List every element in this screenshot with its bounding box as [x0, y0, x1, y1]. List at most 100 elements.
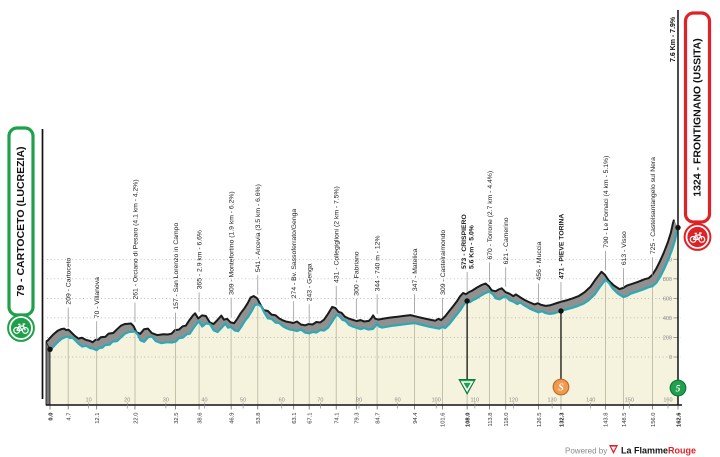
waypoint-label: 365 - 2.9 km - 6.6%	[196, 230, 203, 289]
finish-badge-ring	[685, 225, 710, 249]
waypoint-label: 309 - Castelraimondo	[440, 230, 447, 295]
waypoint-label: 157 - San Lorenzo in Campo	[173, 223, 180, 310]
x-tick-label: 160	[663, 398, 672, 404]
km-label: 108.0	[465, 413, 471, 428]
x-tick-label: 60	[279, 398, 285, 404]
waypoint-label: 344 - 740 m - 12%	[375, 235, 382, 291]
powered-by-text: Powered by	[565, 447, 607, 456]
finish-label-box	[683, 11, 712, 224]
finish-label-group: 1324 - FRONTIGNANO (USSITA)	[683, 11, 712, 251]
km-label: 118.0	[504, 413, 510, 427]
x-tick-label: 90	[395, 398, 401, 404]
elevation-tick-label: 400	[663, 316, 672, 322]
start-label-group: 79 - CARTOCETO (LUCREZIA)	[7, 126, 35, 342]
waypoint-labels: 209 - Cartoceto 70 - Villanova 261 - Orcia…	[66, 156, 657, 341]
km-label: 12.1	[95, 413, 101, 424]
flammerouge-logo-inner	[611, 446, 616, 451]
km-label: 0.0	[48, 413, 54, 421]
waypoint-label: 456 - Muccia	[536, 241, 543, 280]
start-badge-ring	[9, 316, 33, 340]
km-label: 143.8	[604, 413, 610, 428]
x-tick-label: 110	[470, 398, 479, 404]
cyclist-icon	[13, 323, 29, 334]
km-label: 113.8	[488, 413, 494, 427]
x-tick-label: 10	[86, 398, 92, 404]
km-label: 63.1	[292, 413, 298, 424]
final-climb-label: 7.6 Km - 7.9%	[670, 16, 677, 62]
km-label: 74.1	[334, 413, 340, 424]
waypoint-label: 670 - Torrone (2.7 km - 4.4%)	[487, 171, 494, 260]
x-tick-label: 100	[432, 398, 441, 404]
waypoint-label: 300 - Fabriano	[354, 251, 361, 295]
km-label: 132.3	[559, 412, 565, 427]
x-tick-label: 50	[240, 398, 246, 404]
km-label: 4.7	[66, 413, 72, 421]
x-tick-label: 130	[547, 398, 556, 404]
finish-badge-glyph: 5	[676, 385, 681, 395]
bike-frame	[16, 323, 26, 331]
km-label: 22.0	[133, 413, 139, 424]
km-label: 148.5	[622, 413, 628, 428]
profile-ribbon	[46, 219, 678, 351]
elevation-area-fill	[50, 227, 678, 405]
x-tick-label: 20	[124, 398, 130, 404]
elevation-tick-label: 600	[663, 296, 672, 302]
x-tick-label: 140	[586, 398, 595, 404]
km-label: 32.5	[174, 413, 180, 424]
km-label: 53.8	[256, 413, 262, 424]
sprint-icon	[552, 378, 570, 396]
km-label: 67.1	[307, 413, 313, 424]
profile-dot	[675, 224, 681, 231]
profile-top-edge	[45, 219, 675, 344]
waypoint-label: 725 - Castelsantangelo sul Nera	[650, 157, 657, 254]
x-tick-label: 40	[201, 398, 207, 404]
waypoint-label: 70 - Villanova	[94, 277, 101, 318]
profile-line	[49, 227, 680, 352]
waypoint-label: 431 - Collegiglioni (2 km - 7.5%)	[334, 186, 341, 283]
km-label: 101.6	[441, 413, 447, 428]
profile-dot	[558, 308, 564, 314]
x-tick-label: 80	[356, 398, 362, 404]
x-axis-ticks: 10 20 30 40 50 60 70 80 90 100 110 120 130 140 150 160	[86, 398, 673, 409]
cyclist-icon	[689, 232, 706, 243]
waypoint-label: 261 - Orciano di Pesaro (4.1 km - 4.2%)	[132, 179, 139, 299]
x-tick-label: 120	[509, 398, 518, 404]
waypoint-label: 573 - CRISPIERO	[461, 214, 468, 269]
profile-dot	[47, 346, 53, 352]
waypoint-label: 471 - PIEVE TORINA	[558, 214, 565, 279]
waypoint-label: 613 - Visso	[621, 231, 628, 265]
profile-dot	[464, 298, 470, 304]
waypoint-label: 347 - Matelica	[412, 248, 419, 291]
footer-brand: Powered by La FlammeRouge	[565, 445, 696, 456]
brand-name: La FlammeRouge	[621, 446, 696, 456]
km-label: 94.4	[413, 412, 419, 424]
elevation-tick-label: 800	[663, 277, 672, 283]
waypoint-label: 790 - Le Fornaci (4 km - 5.1%)	[603, 156, 610, 248]
km-label: 156.0	[651, 413, 657, 428]
feed-zone-icon-inner	[460, 381, 474, 393]
sprint-icon-glyph: S	[558, 383, 564, 394]
km-label: 46.9	[229, 413, 235, 424]
start-label-text: 79 - CARTOCETO (LUCREZIA)	[15, 146, 27, 296]
km-labels: 0.0 4.7 12.1 22.0 32.5 38.6 46.9 53.8 63.1 67.1 74…	[48, 405, 682, 428]
elevation-tick-label: 200	[663, 335, 672, 341]
km-label: 162.6	[676, 412, 682, 427]
waypoint-label: 621 - Camerino	[503, 217, 510, 264]
elevation-tick-label: 0	[669, 355, 672, 361]
finish-badge-icon	[669, 379, 687, 397]
x-tick-label: 150	[625, 398, 634, 404]
waypoint-sublabel: 5.6 Km - 5.0%	[469, 225, 476, 269]
waypoint-label: 541 - Arcevia (3.5 km - 6.6%)	[255, 184, 262, 272]
km-label: 38.6	[197, 413, 203, 424]
km-label: 79.3	[355, 413, 361, 424]
x-tick-label: 30	[163, 398, 169, 404]
finish-label-text: 1324 - FRONTIGNANO (USSITA)	[692, 38, 704, 196]
waypoint-label: 209 - Cartoceto	[66, 258, 73, 305]
km-label: 84.7	[375, 413, 381, 424]
waypoint-label: 274 - Bv. Sassoferrato/Genga	[291, 209, 298, 299]
bike-frame	[692, 232, 703, 240]
waypoint-label: 309 - Montefortino (1.9 km - 6.2%)	[229, 191, 236, 295]
km-label: 126.5	[537, 413, 543, 428]
